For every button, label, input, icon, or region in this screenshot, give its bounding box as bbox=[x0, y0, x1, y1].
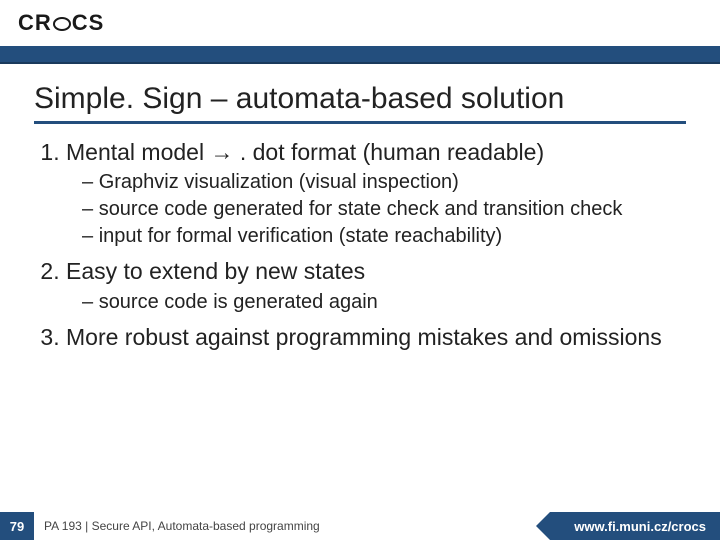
sub-list-item: source code generated for state check an… bbox=[82, 197, 686, 222]
content: Simple. Sign – automata-based solution M… bbox=[0, 64, 720, 540]
sub-list-item: source code is generated again bbox=[82, 290, 686, 315]
slide-title: Simple. Sign – automata-based solution bbox=[34, 82, 686, 117]
title-underline bbox=[34, 121, 686, 124]
main-list: Mental model → . dot format (human reada… bbox=[34, 138, 686, 352]
list-item-text: More robust against programming mistakes… bbox=[66, 324, 662, 350]
footer-text: PA 193 | Secure API, Automata-based prog… bbox=[34, 519, 550, 533]
sub-list: source code is generated again bbox=[66, 290, 686, 315]
logo-oval-icon bbox=[53, 17, 71, 31]
header: CR CS bbox=[0, 0, 720, 46]
logo-post: CS bbox=[72, 10, 105, 36]
list-item: Easy to extend by new states source code… bbox=[66, 257, 686, 315]
sub-list-item: Graphviz visualization (visual inspectio… bbox=[82, 170, 686, 195]
footer: 79 PA 193 | Secure API, Automata-based p… bbox=[0, 512, 720, 540]
list-item: Mental model → . dot format (human reada… bbox=[66, 138, 686, 250]
slide: CR CS Simple. Sign – automata-based solu… bbox=[0, 0, 720, 540]
list-item: More robust against programming mistakes… bbox=[66, 323, 686, 352]
header-blue-bar bbox=[0, 46, 720, 64]
sub-list: Graphviz visualization (visual inspectio… bbox=[66, 170, 686, 249]
sub-list-item: input for formal verification (state rea… bbox=[82, 224, 686, 249]
list-item-text: Mental model → . dot format (human reada… bbox=[66, 139, 544, 165]
page-number: 79 bbox=[0, 512, 34, 540]
footer-url: www.fi.muni.cz/crocs bbox=[550, 512, 720, 540]
logo-pre: CR bbox=[18, 10, 52, 36]
logo: CR CS bbox=[18, 10, 104, 36]
list-item-text: Easy to extend by new states bbox=[66, 258, 365, 284]
